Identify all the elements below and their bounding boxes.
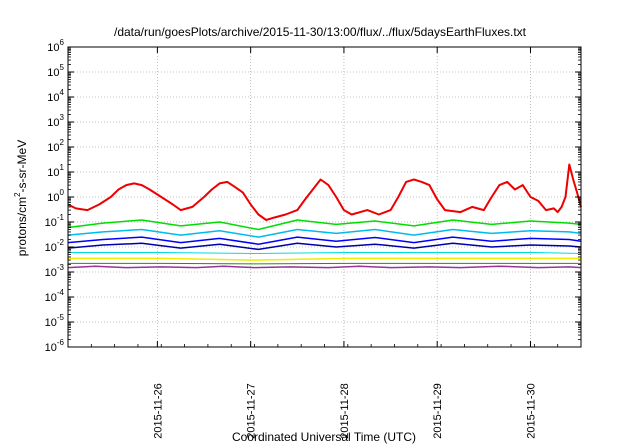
y-tick-label: 105: [47, 63, 64, 79]
grid-lines: [68, 47, 581, 347]
y-tick-label: 10-3: [45, 263, 65, 279]
series-line-7: [68, 257, 581, 261]
series-line-6: [68, 252, 582, 254]
y-tick-label: 102: [47, 138, 64, 154]
y-tick-label: 106: [47, 38, 64, 54]
x-tick-label: 2015-11-27: [246, 383, 258, 438]
y-axis-label-base: protons/cm: [15, 197, 29, 256]
series-line-2: [67, 219, 582, 231]
chart-title: /data/run/goesPlots/archive/2015-11-30/1…: [114, 25, 527, 39]
series-line-4: [67, 236, 582, 245]
plot-frame: [67, 46, 582, 348]
series-line-3: [67, 228, 582, 238]
x-tick-label: 2015-11-29: [432, 383, 444, 438]
axis-ticks: 10-6 10-5 10-4 10-3 10-2 10-1 100 101 102 103 104 1…: [45, 38, 582, 439]
series-line-1: [67, 163, 582, 221]
y-tick-label: 10-4: [45, 288, 65, 304]
y-tick-label: 10-5: [45, 313, 65, 329]
x-tick-label: 2015-11-30: [525, 383, 537, 438]
y-axis-label-rest: -s-sr-MeV: [15, 140, 29, 193]
y-tick-label: 104: [47, 88, 64, 104]
y-axis-label: protons/cm2-s-sr-MeV: [13, 140, 29, 256]
y-tick-label: 10-2: [45, 238, 65, 254]
y-tick-label: 10-6: [45, 338, 65, 354]
y-tick-label: 100: [47, 188, 64, 204]
series-line-9: [67, 265, 582, 269]
series-line-5: [67, 242, 582, 251]
series-line-8: [68, 262, 581, 265]
y-tick-label: 101: [47, 163, 64, 179]
x-axis-label: Coordinated Universal Time (UTC): [232, 430, 416, 444]
y-axis-label-sup: 2: [13, 192, 22, 197]
y-tick-label: 10-1: [45, 213, 65, 229]
y-tick-label: 103: [47, 113, 64, 129]
x-tick-label: 2015-11-28: [339, 383, 351, 438]
x-tick-label: 2015-11-26: [152, 383, 164, 438]
data-series: [67, 163, 582, 269]
